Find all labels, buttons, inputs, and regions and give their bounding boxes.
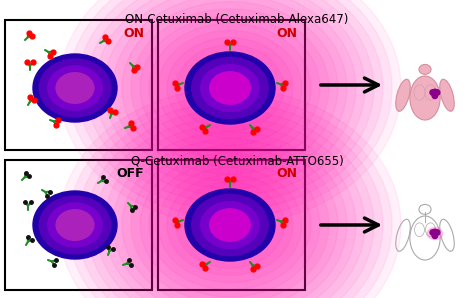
Ellipse shape	[149, 160, 311, 290]
Text: OFF: OFF	[117, 167, 144, 180]
Ellipse shape	[440, 79, 454, 111]
Ellipse shape	[192, 58, 268, 119]
Text: Q-Cetuximab (Cetuximab-ATTO655): Q-Cetuximab (Cetuximab-ATTO655)	[131, 155, 343, 168]
Ellipse shape	[201, 65, 259, 111]
Ellipse shape	[185, 52, 275, 124]
Ellipse shape	[396, 79, 410, 111]
Ellipse shape	[77, 0, 383, 210]
Ellipse shape	[149, 23, 311, 153]
Ellipse shape	[432, 229, 438, 235]
Ellipse shape	[122, 139, 338, 298]
Ellipse shape	[430, 230, 436, 235]
Ellipse shape	[434, 230, 440, 235]
Ellipse shape	[48, 66, 102, 110]
Ellipse shape	[410, 76, 440, 120]
Ellipse shape	[434, 90, 440, 95]
Ellipse shape	[185, 189, 275, 261]
Ellipse shape	[201, 202, 259, 249]
Ellipse shape	[33, 191, 117, 259]
Ellipse shape	[86, 0, 374, 203]
Bar	[5, 20, 152, 150]
Text: ON: ON	[123, 27, 144, 40]
Ellipse shape	[48, 203, 102, 247]
Ellipse shape	[131, 146, 329, 298]
Ellipse shape	[432, 233, 438, 239]
Ellipse shape	[59, 88, 401, 298]
Ellipse shape	[39, 59, 111, 117]
Ellipse shape	[140, 16, 320, 160]
Bar	[158, 20, 305, 150]
Ellipse shape	[427, 228, 443, 240]
Ellipse shape	[68, 95, 392, 298]
Text: ON-Cetuximab (Cetuximab-Alexa647): ON-Cetuximab (Cetuximab-Alexa647)	[125, 13, 349, 26]
Ellipse shape	[185, 52, 275, 124]
Text: ON: ON	[276, 167, 297, 180]
Ellipse shape	[59, 0, 401, 225]
Ellipse shape	[419, 64, 431, 74]
Ellipse shape	[122, 1, 338, 174]
Ellipse shape	[430, 90, 436, 95]
Ellipse shape	[185, 189, 275, 261]
Ellipse shape	[86, 110, 374, 298]
Ellipse shape	[131, 9, 329, 167]
Ellipse shape	[39, 196, 111, 254]
Ellipse shape	[176, 182, 284, 268]
Ellipse shape	[210, 209, 250, 241]
Ellipse shape	[432, 93, 438, 99]
Ellipse shape	[167, 38, 293, 138]
Ellipse shape	[113, 131, 347, 298]
Ellipse shape	[158, 167, 302, 283]
Ellipse shape	[104, 124, 356, 298]
Ellipse shape	[95, 0, 365, 196]
Ellipse shape	[56, 210, 94, 240]
Bar	[158, 160, 305, 290]
Ellipse shape	[68, 0, 392, 218]
Ellipse shape	[140, 153, 320, 297]
Ellipse shape	[192, 194, 268, 256]
Ellipse shape	[210, 72, 250, 104]
Ellipse shape	[176, 45, 284, 131]
Text: ON: ON	[276, 27, 297, 40]
Ellipse shape	[56, 73, 94, 103]
Ellipse shape	[113, 0, 347, 181]
Bar	[5, 160, 152, 290]
Ellipse shape	[33, 54, 117, 122]
Ellipse shape	[167, 175, 293, 275]
Ellipse shape	[158, 30, 302, 146]
Ellipse shape	[77, 103, 383, 298]
Ellipse shape	[432, 89, 438, 95]
Ellipse shape	[95, 117, 365, 298]
Ellipse shape	[104, 0, 356, 189]
